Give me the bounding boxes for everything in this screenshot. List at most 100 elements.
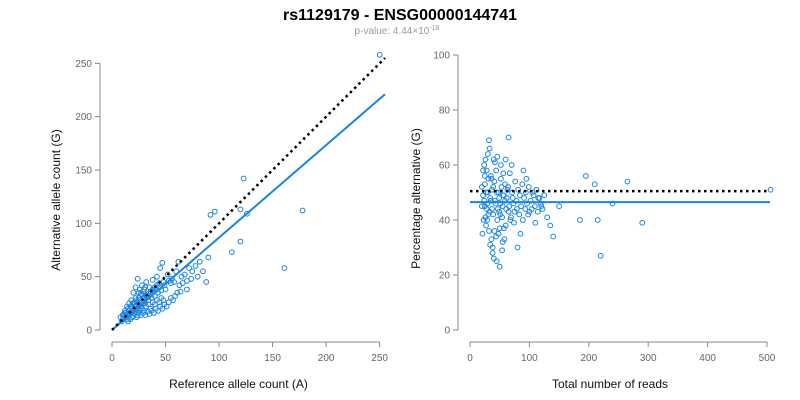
percentage-alternative-y-label: Percentage alternative (G)	[409, 128, 423, 269]
pvalue-label: p-value: 4.44×10-18	[355, 25, 440, 37]
allele-counts-point	[207, 211, 214, 218]
percentage-alternative-point	[500, 192, 507, 199]
percentage-alternative-point	[517, 192, 523, 199]
chart-title: rs1129179 - ENSG00000144741	[283, 7, 517, 24]
percentage-alternative-point	[494, 217, 501, 223]
percentage-alternative-y-tick-label: 40	[439, 216, 451, 227]
allele-counts-point	[142, 284, 149, 291]
percentage-alternative-point	[519, 217, 526, 223]
percentage-alternative-point	[495, 206, 501, 212]
allele-counts-point	[189, 268, 196, 275]
percentage-alternative-point	[547, 222, 554, 229]
percentage-alternative-point	[594, 217, 601, 223]
percentage-alternative-point	[495, 230, 502, 237]
percentage-alternative-point	[541, 192, 548, 199]
percentage-alternative-point	[487, 197, 494, 204]
percentage-alternative-point	[492, 200, 499, 207]
percentage-alternative-x-tick-label: 0	[467, 353, 473, 364]
percentage-alternative-point	[524, 200, 530, 207]
percentage-alternative-point	[582, 173, 589, 179]
percentage-alternative-point	[512, 178, 519, 185]
percentage-alternative-point	[493, 258, 500, 265]
pvalue-prefix: p-value: 4.44×10	[355, 26, 430, 37]
allele-counts-point	[156, 280, 163, 286]
percentage-alternative-point	[493, 189, 500, 196]
percentage-alternative-x-tick-label: 500	[759, 353, 776, 364]
percentage-alternative-point	[487, 195, 494, 201]
percentage-alternative-point	[531, 203, 538, 210]
percentage-alternative-point	[498, 184, 505, 190]
allele-counts-x-tick-label: 0	[109, 353, 115, 364]
allele-counts-x-tick-label: 100	[211, 353, 228, 364]
allele-counts-y-tick-label: 200	[75, 112, 92, 123]
percentage-alternative-x-tick-label: 100	[521, 353, 538, 364]
percentage-alternative-point	[502, 197, 508, 204]
percentage-alternative-point	[491, 228, 498, 234]
allele-counts-point	[143, 279, 150, 285]
percentage-alternative-point	[480, 167, 486, 174]
percentage-plot: 0 20 40 60 80 100 0 100 200 300 400 500 Total number…	[409, 51, 776, 392]
percentage-alternative-point	[506, 170, 513, 177]
percentage-alternative-point	[497, 211, 504, 218]
percentage-alternative-point	[483, 167, 490, 174]
allele-counts-point	[134, 275, 141, 282]
percentage-alternative-point	[484, 217, 491, 223]
allele-counts-point	[188, 275, 195, 282]
percentage-alternative-point	[544, 214, 551, 221]
percentage-alternative-point	[481, 173, 488, 179]
percentage-alternative-point	[481, 203, 488, 210]
percentage-alternative-y-tick-label: 20	[439, 271, 451, 282]
percentage-alternative-point	[514, 244, 521, 251]
allele-counts-reference-line	[111, 57, 386, 331]
percentage-alternative-point	[624, 178, 631, 185]
percentage-alternative-point	[609, 200, 616, 207]
percentage-alternative-point	[491, 178, 498, 185]
percentage-alternative-point	[485, 175, 492, 182]
percentage-alternative-x-tick-label: 200	[580, 353, 597, 364]
percentage-alternative-point	[488, 236, 495, 243]
allele-counts-point	[281, 265, 288, 272]
percentage-alternative-point	[513, 197, 520, 204]
percentage-alternative-point	[505, 134, 512, 141]
percentage-alternative-point	[490, 156, 497, 163]
percentage-alternative-point	[486, 137, 492, 144]
percentage-alternative-point	[499, 247, 505, 254]
percentage-alternative-point	[509, 195, 516, 201]
allele-counts-y-tick-label: 250	[75, 59, 92, 70]
pvalue-exponent: -18	[429, 25, 439, 32]
percentage-alternative-y-tick-label: 0	[444, 326, 450, 337]
percentage-alternative-point	[501, 236, 508, 243]
percentage-alternative-point	[505, 208, 512, 215]
allele-counts-y-tick-label: 100	[75, 219, 92, 230]
allele-counts-x-label: Reference allele count (A)	[169, 377, 308, 391]
allele-counts-x-tick-label: 150	[264, 353, 281, 364]
percentage-alternative-point	[493, 167, 500, 174]
percentage-alternative-point	[507, 217, 514, 223]
percentage-alternative-point	[538, 203, 545, 210]
allele-counts-point	[177, 288, 184, 295]
percentage-alternative-y-tick-label: 100	[433, 51, 450, 62]
percentage-alternative-point	[537, 200, 544, 207]
allele-counts-y-tick-label: 0	[86, 326, 92, 337]
percentage-alternative-point	[577, 217, 583, 223]
percentage-alternative-point	[517, 230, 524, 237]
percentage-alternative-point	[525, 184, 532, 190]
allele-counts-point	[171, 279, 177, 285]
percentage-alternative-point	[479, 230, 486, 237]
percentage-alternative-point	[522, 206, 529, 212]
allele-counts-x-tick-label: 50	[160, 353, 172, 364]
allele-counts-point	[174, 289, 181, 296]
percentage-alternative-point	[478, 184, 485, 190]
percentage-alternative-point	[521, 195, 527, 201]
percentage-alternative-point	[483, 189, 489, 196]
allele-counts-point	[194, 273, 201, 280]
allele-counts-point	[200, 268, 206, 275]
percentage-alternative-x-tick-label: 300	[640, 353, 657, 364]
percentage-alternative-point	[519, 181, 526, 188]
percentage-alternative-point	[486, 228, 492, 234]
allele-counts-point	[186, 265, 192, 272]
percentage-alternative-point	[496, 208, 503, 215]
percentage-alternative-x-label: Total number of reads	[552, 377, 668, 391]
allele-counts-point	[243, 210, 250, 217]
